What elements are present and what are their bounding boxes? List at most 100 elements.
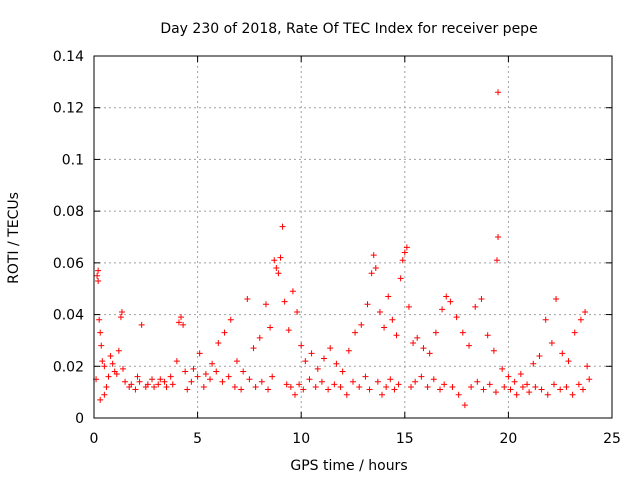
y-tick-label: 0.14 <box>53 49 84 65</box>
data-point <box>308 350 315 357</box>
x-tick-label: 15 <box>396 431 414 447</box>
data-point <box>312 383 319 390</box>
data-point <box>105 373 112 380</box>
data-point <box>188 378 195 385</box>
data-point <box>424 383 431 390</box>
data-point <box>215 340 222 347</box>
data-point <box>538 386 545 393</box>
data-point <box>571 329 578 336</box>
data-point <box>269 373 276 380</box>
x-tick-label: 25 <box>603 431 621 447</box>
data-point <box>194 373 201 380</box>
data-point <box>294 308 301 315</box>
data-point <box>490 347 497 354</box>
data-point <box>505 373 512 380</box>
y-axis-ticks: 0 0.02 0.04 0.06 0.08 0.1 0.12 0.14 <box>53 49 612 427</box>
data-point <box>408 383 415 390</box>
data-point <box>548 340 555 347</box>
data-point <box>495 89 502 96</box>
data-point <box>96 316 103 323</box>
data-point <box>99 358 106 365</box>
data-point <box>553 296 560 303</box>
data-point <box>267 324 274 331</box>
data-point <box>339 368 346 375</box>
data-point <box>563 383 570 390</box>
data-point <box>103 383 110 390</box>
data-point <box>480 386 487 393</box>
data-point <box>296 381 303 388</box>
data-point <box>163 383 170 390</box>
data-point <box>389 316 396 323</box>
data-point <box>115 347 122 354</box>
data-point <box>519 383 526 390</box>
data-point <box>364 301 371 308</box>
data-point <box>180 321 187 328</box>
data-point <box>98 342 105 349</box>
data-point <box>447 298 454 305</box>
data-point <box>343 391 350 398</box>
data-point <box>559 350 566 357</box>
data-point <box>122 378 129 385</box>
data-point <box>300 386 307 393</box>
data-point <box>279 223 286 230</box>
data-point <box>393 332 400 339</box>
data-point <box>484 332 491 339</box>
data-point <box>196 350 203 357</box>
data-point <box>443 293 450 300</box>
data-point <box>182 368 189 375</box>
data-point <box>517 371 524 378</box>
data-point <box>372 265 379 272</box>
data-point <box>577 316 584 323</box>
data-point <box>395 381 402 388</box>
x-tick-label: 20 <box>499 431 517 447</box>
data-point <box>175 319 182 326</box>
data-point <box>387 376 394 383</box>
data-point <box>575 381 582 388</box>
data-point <box>118 308 125 315</box>
data-point <box>391 386 398 393</box>
data-point <box>240 368 247 375</box>
data-point <box>318 378 325 385</box>
data-point <box>437 386 444 393</box>
data-point <box>356 383 363 390</box>
data-point <box>362 373 369 380</box>
data-point <box>441 381 448 388</box>
data-point <box>526 389 533 396</box>
data-point <box>190 365 197 372</box>
data-point <box>200 383 207 390</box>
data-point <box>405 303 412 310</box>
data-point <box>149 376 156 383</box>
data-point <box>227 316 234 323</box>
data-point <box>138 321 145 328</box>
data-point <box>557 386 564 393</box>
data-point <box>246 376 253 383</box>
data-point <box>97 329 104 336</box>
data-point <box>281 298 288 305</box>
data-point <box>333 360 340 367</box>
data-point <box>542 316 549 323</box>
data-points <box>93 89 593 409</box>
data-point <box>466 342 473 349</box>
data-point <box>550 381 557 388</box>
data-point <box>265 386 272 393</box>
data-point <box>325 386 332 393</box>
data-point <box>524 381 531 388</box>
data-point <box>468 383 475 390</box>
data-point <box>350 378 356 385</box>
data-point <box>252 383 259 390</box>
data-point <box>306 376 313 383</box>
data-point <box>439 306 446 313</box>
data-point <box>385 293 392 300</box>
data-point <box>472 303 479 310</box>
data-point <box>374 378 381 385</box>
data-point <box>289 288 296 295</box>
data-point <box>262 301 269 308</box>
data-point <box>291 391 298 398</box>
data-point <box>418 373 425 380</box>
data-point <box>277 254 284 261</box>
data-point <box>536 352 543 359</box>
data-point <box>368 270 375 277</box>
data-point <box>579 386 586 393</box>
data-point <box>532 383 539 390</box>
